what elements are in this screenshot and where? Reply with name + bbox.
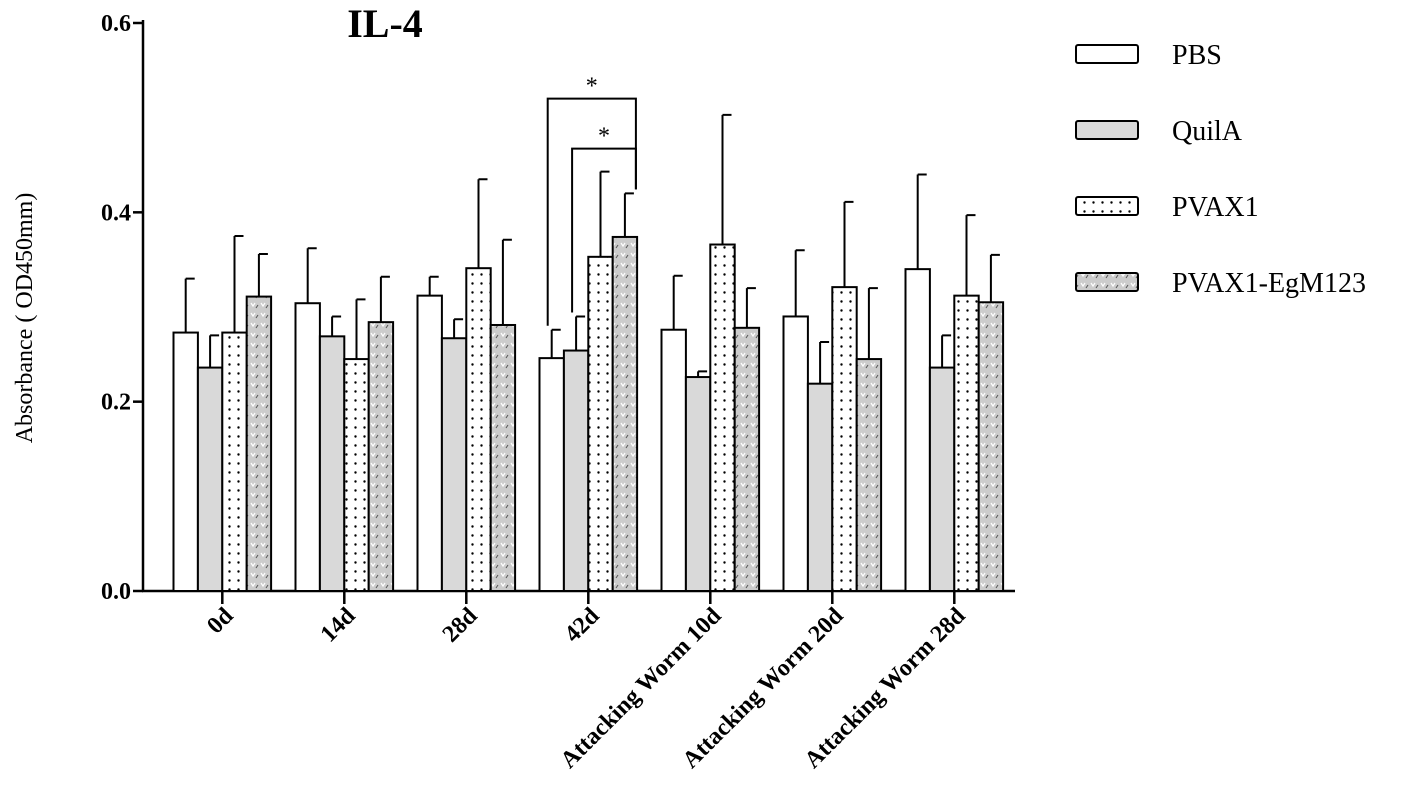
bar-pvax1-egm123-28d [489, 323, 517, 592]
bar-quila-attacking-worm-28d [928, 366, 956, 592]
bar-pbs-attacking-worm-10d [660, 328, 687, 592]
chart-title: IL-4 [347, 1, 423, 46]
y-tick-label: 0.4 [101, 200, 131, 226]
significance-bracket [546, 97, 637, 326]
error-bar-quila-42d [575, 315, 586, 351]
bar-pvax1-egm123-attacking-worm-10d [733, 326, 761, 592]
bar-quila-42d [562, 349, 590, 592]
error-bars [184, 113, 1000, 384]
legend-label-pvax1-egm123: PVAX1-EgM123 [1172, 268, 1366, 299]
error-bar-quila-attacking-worm-20d [819, 341, 830, 384]
error-bar-pvax1-egm123-42d [623, 192, 634, 237]
bar-pbs-28d [416, 294, 443, 592]
legend-label-quila: QuilA [1172, 116, 1243, 147]
error-bar-pvax1-egm123-14d [379, 275, 390, 323]
bar-pvax1-egm123-attacking-worm-28d [977, 301, 1005, 592]
bar-pvax1-egm123-0d [245, 295, 273, 592]
bar-quila-attacking-worm-10d [684, 376, 712, 593]
error-bar-pvax1-egm123-attacking-worm-10d [745, 287, 756, 328]
error-bar-pvax1-attacking-worm-10d [721, 113, 732, 245]
significance-label: * [598, 124, 610, 150]
y-axis-label: Absorbance ( OD450mm) [12, 193, 38, 444]
bar-pbs-14d [294, 302, 321, 592]
x-tick-label-42d: 42d [560, 602, 605, 647]
bars [172, 235, 1005, 593]
y-tick-label: 0.0 [101, 579, 131, 605]
bar-quila-28d [440, 337, 468, 592]
x-tick-label-0d: 0d [202, 602, 239, 639]
legend-swatch-quila [1075, 120, 1139, 140]
y-tick-label: 0.6 [101, 11, 131, 37]
error-bar-pbs-attacking-worm-28d [916, 173, 927, 270]
error-bar-pvax1-egm123-28d [501, 238, 512, 325]
error-bar-pvax1-attacking-worm-28d [965, 214, 976, 296]
error-bar-pvax1-attacking-worm-20d [843, 200, 854, 288]
bar-pvax1-egm123-14d [367, 321, 395, 592]
error-bar-quila-14d [331, 315, 342, 337]
bar-quila-0d [196, 366, 224, 592]
error-bar-pbs-28d [428, 275, 439, 296]
error-bar-pvax1-0d [233, 235, 244, 333]
significance-brackets: ** [546, 74, 637, 326]
error-bar-quila-attacking-worm-10d [697, 370, 708, 378]
legend-swatch-pbs [1075, 44, 1139, 64]
bar-pvax1-attacking-worm-20d [831, 286, 858, 592]
error-bar-pbs-attacking-worm-20d [794, 249, 805, 317]
error-bar-pbs-14d [306, 247, 317, 304]
error-bar-pvax1-42d [599, 170, 610, 257]
error-bar-pvax1-egm123-0d [257, 252, 268, 297]
bar-pbs-42d [538, 357, 565, 592]
bar-pvax1-0d [221, 331, 248, 592]
y-tick-label: 0.2 [101, 390, 131, 416]
legend-swatch-pvax1-egm123 [1075, 272, 1139, 292]
error-bar-pbs-42d [550, 328, 561, 359]
bar-pvax1-egm123-attacking-worm-20d [855, 358, 883, 593]
error-bar-pbs-attacking-worm-10d [672, 274, 683, 330]
legend-swatch-pvax1 [1075, 196, 1139, 216]
bar-pvax1-attacking-worm-28d [953, 294, 980, 592]
bar-quila-14d [318, 335, 346, 593]
bar-pvax1-egm123-42d [611, 235, 639, 593]
error-bar-pvax1-egm123-attacking-worm-28d [989, 253, 1000, 303]
bar-pvax1-attacking-worm-10d [709, 243, 736, 593]
error-bar-quila-attacking-worm-28d [941, 334, 952, 368]
legend-label-pvax1: PVAX1 [1172, 192, 1259, 223]
bar-quila-attacking-worm-20d [806, 382, 834, 592]
significance-bracket [571, 147, 637, 313]
legend: PBS QuilA PVAX1 PVAX1-EgM123 [1075, 40, 1366, 299]
error-bar-quila-0d [209, 334, 220, 368]
legend-label-pbs: PBS [1172, 40, 1222, 71]
x-tick-label-28d: 28d [438, 602, 483, 647]
bar-pbs-attacking-worm-20d [782, 315, 809, 592]
bar-pbs-0d [172, 331, 199, 592]
error-bar-quila-28d [453, 318, 464, 339]
bar-pbs-attacking-worm-28d [904, 268, 931, 592]
error-bar-pvax1-28d [477, 178, 488, 269]
error-bar-pvax1-14d [355, 298, 366, 360]
error-bar-pvax1-egm123-attacking-worm-20d [867, 287, 878, 360]
significance-label: * [586, 74, 598, 100]
bar-pvax1-28d [465, 267, 492, 592]
bar-pvax1-42d [587, 255, 614, 592]
x-tick-label-14d: 14d [316, 602, 361, 647]
error-bar-pbs-0d [184, 277, 195, 333]
bar-pvax1-14d [343, 358, 370, 593]
